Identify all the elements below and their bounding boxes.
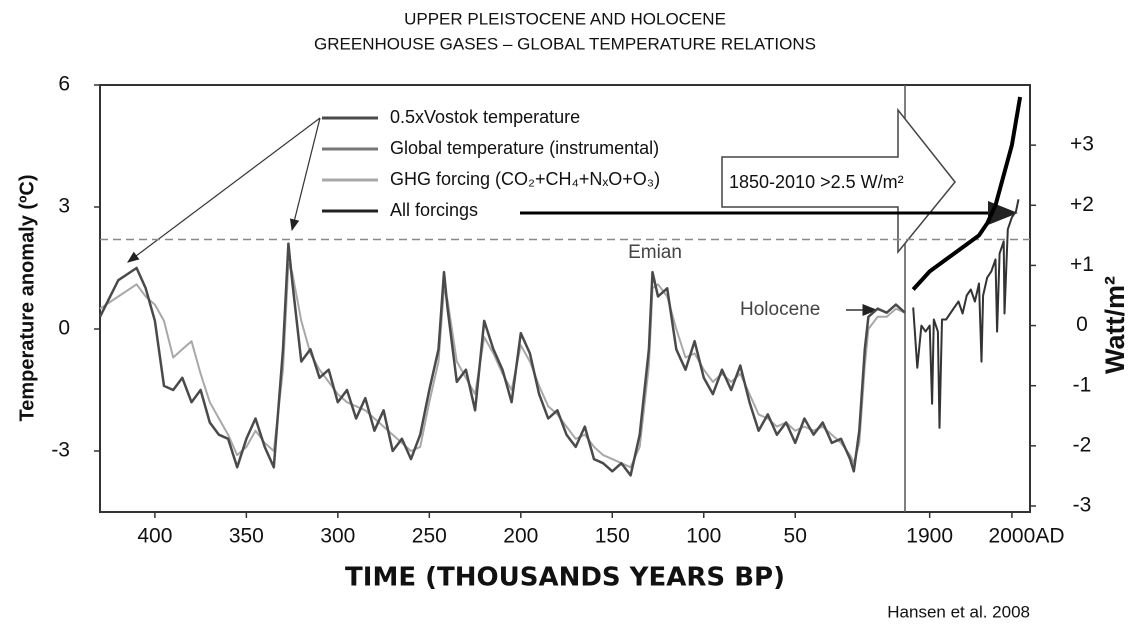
annotation: 1850-2010 >2.5 W/m² [729,172,904,192]
legend-label: GHG forcing (CO₂+CH₄+NₓO+O₃) [390,169,660,189]
y2-tick-label: 0 [1076,313,1088,336]
x2-unit: AD [1035,525,1064,548]
y-axis-label: Temperature anomaly (ºC) [16,175,38,422]
x-tick-label: 100 [686,525,721,548]
x-tick-label: 300 [320,525,355,548]
y2-tick-label: -1 [1073,373,1092,396]
x-tick-label: 150 [595,525,630,548]
annotation: Emian [628,242,682,263]
x-tick-label: 400 [137,525,172,548]
y2-tick-label: +3 [1070,133,1094,156]
x-tick-label: 50 [784,525,807,548]
series-line [912,199,1020,429]
x-axis-label: TIME (THOUSANDS YEARS BP) [345,563,785,593]
x-tick-label: 200 [503,525,538,548]
forcing-arrow [721,107,956,255]
y2-axis-label: Watt/m² [1100,276,1130,374]
legend-label: Global temperature (instrumental) [390,138,659,158]
y2-tick-label: +1 [1070,253,1094,276]
plot-frame [99,84,1031,513]
y-tick-label: -3 [51,439,70,462]
legend-label: All forcings [390,200,478,220]
y-tick-label: 6 [58,73,70,96]
x-tick-label: 2000 [989,525,1036,548]
series-line [98,242,906,477]
series-line [911,96,1023,291]
x-tick-label: 1900 [906,525,953,548]
y2-tick-label: -3 [1073,494,1092,517]
chart-title: UPPER PLEISTOCENE AND HOLOCENE [404,9,726,28]
annotation: Holocene [740,299,820,320]
pointer-arrow [127,117,321,263]
x-tick-label: 250 [412,525,447,548]
y2-tick-label: +2 [1070,193,1094,216]
chart-title: GREENHOUSE GASES – GLOBAL TEMPERATURE RE… [314,34,816,53]
y-tick-label: 0 [58,317,70,340]
pointer-arrow [289,117,321,232]
y2-tick-label: -2 [1073,433,1092,456]
x-tick-label: 350 [229,525,264,548]
y-tick-label: 3 [58,195,70,218]
legend-label: 0.5xVostok temperature [390,107,580,127]
source: Hansen et al. 2008 [887,602,1030,621]
